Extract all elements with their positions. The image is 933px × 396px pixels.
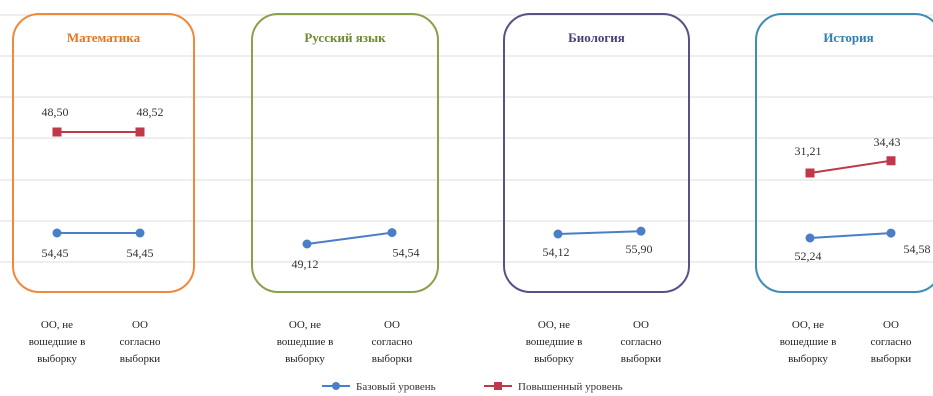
data-point (805, 233, 815, 243)
data-point (553, 229, 563, 239)
category-label-line: согласно (871, 336, 912, 348)
category-label-line: согласно (372, 336, 413, 348)
panel-2: Русский язык 49,12 54,54 ОО, не вошедшие в вы… (251, 13, 439, 365)
legend-marker (332, 382, 340, 390)
panel-4: История 52,24 54,58 31,21 34,43 ОО, не вошедши… (755, 13, 933, 365)
category-label-line: вошедшие в (526, 336, 583, 348)
category-label-line: ОО (633, 319, 649, 331)
legend: Базовый уровень Повышенный уровень (322, 381, 623, 393)
data-label: 31,21 (795, 144, 822, 158)
panel-1: Математика 54,45 54,45 48,50 48,52 ОО, не воше… (12, 13, 195, 365)
category-label-line: ОО, не (41, 319, 73, 331)
category-label-line: ОО, не (538, 319, 570, 331)
data-label: 52,24 (795, 249, 822, 263)
series-base-level: 52,24 54,58 (795, 228, 931, 263)
category-label-line: выборки (120, 353, 161, 365)
data-point (886, 228, 896, 238)
data-label: 49,12 (292, 257, 319, 271)
category-label-line: ОО, не (792, 319, 824, 331)
legend-marker (494, 382, 502, 390)
category-label-line: выборку (37, 353, 77, 365)
series-line (809, 159, 892, 174)
series-line (557, 230, 642, 235)
panel-title: Биология (568, 30, 625, 45)
category-label: ОО, не вошедшие в выборку (29, 319, 86, 365)
series-line (306, 231, 393, 245)
series-line (809, 232, 892, 239)
data-label: 54,45 (42, 246, 69, 260)
category-label-line: вошедшие в (780, 336, 837, 348)
category-label-line: вошедшие в (277, 336, 334, 348)
data-point (135, 228, 145, 238)
category-label: ОО согласно выборки (871, 319, 912, 365)
series-advanced-level: 48,50 48,52 (42, 105, 164, 137)
category-label: ОО, не вошедшие в выборку (780, 319, 837, 365)
category-label-line: выборки (621, 353, 662, 365)
data-point (135, 127, 145, 137)
gridlines (0, 14, 933, 263)
data-label: 48,50 (42, 105, 69, 119)
data-label: 54,45 (127, 246, 154, 260)
category-label-line: ОО (132, 319, 148, 331)
panel-frame (12, 13, 195, 293)
data-label: 48,52 (137, 105, 164, 119)
series-advanced-level: 31,21 34,43 (795, 135, 901, 178)
category-label-line: ОО, не (289, 319, 321, 331)
data-label: 34,43 (874, 135, 901, 149)
data-point (387, 228, 397, 238)
category-label-line: ОО (384, 319, 400, 331)
category-label-line: выборки (871, 353, 912, 365)
series-base-level: 54,45 54,45 (42, 228, 154, 260)
series-base-level: 49,12 54,54 (292, 228, 420, 271)
data-point (886, 156, 896, 166)
panel-title: Математика (67, 30, 141, 45)
category-label-line: выборку (285, 353, 325, 365)
panel-title: История (823, 30, 873, 45)
category-label-line: согласно (120, 336, 161, 348)
category-label-line: выборки (372, 353, 413, 365)
category-label: ОО согласно выборки (372, 319, 413, 365)
data-point (636, 226, 646, 236)
data-point (52, 228, 62, 238)
data-point (805, 168, 815, 178)
category-label-line: согласно (621, 336, 662, 348)
category-label: ОО, не вошедшие в выборку (277, 319, 334, 365)
panel-title: Русский язык (304, 30, 386, 45)
legend-label: Повышенный уровень (518, 381, 623, 393)
category-label-line: ОО (883, 319, 899, 331)
category-label-line: вошедшие в (29, 336, 86, 348)
panel-3: Биология 54,12 55,90 ОО, не вошедшие в выборк… (503, 13, 690, 365)
data-label: 55,90 (626, 242, 653, 256)
series-base-level: 54,12 55,90 (543, 226, 653, 259)
data-label: 54,54 (393, 246, 420, 260)
category-label-line: выборку (534, 353, 574, 365)
legend-label: Базовый уровень (356, 381, 436, 393)
category-label: ОО согласно выборки (621, 319, 662, 365)
data-point (52, 127, 62, 137)
category-label: ОО, не вошедшие в выборку (526, 319, 583, 365)
data-label: 54,12 (543, 245, 570, 259)
data-label: 54,58 (904, 242, 931, 256)
panel-frame (503, 13, 690, 293)
category-label-line: выборку (788, 353, 828, 365)
category-label: ОО согласно выборки (120, 319, 161, 365)
data-point (302, 239, 312, 249)
panel-frame (755, 13, 933, 293)
panel-frame (251, 13, 439, 293)
